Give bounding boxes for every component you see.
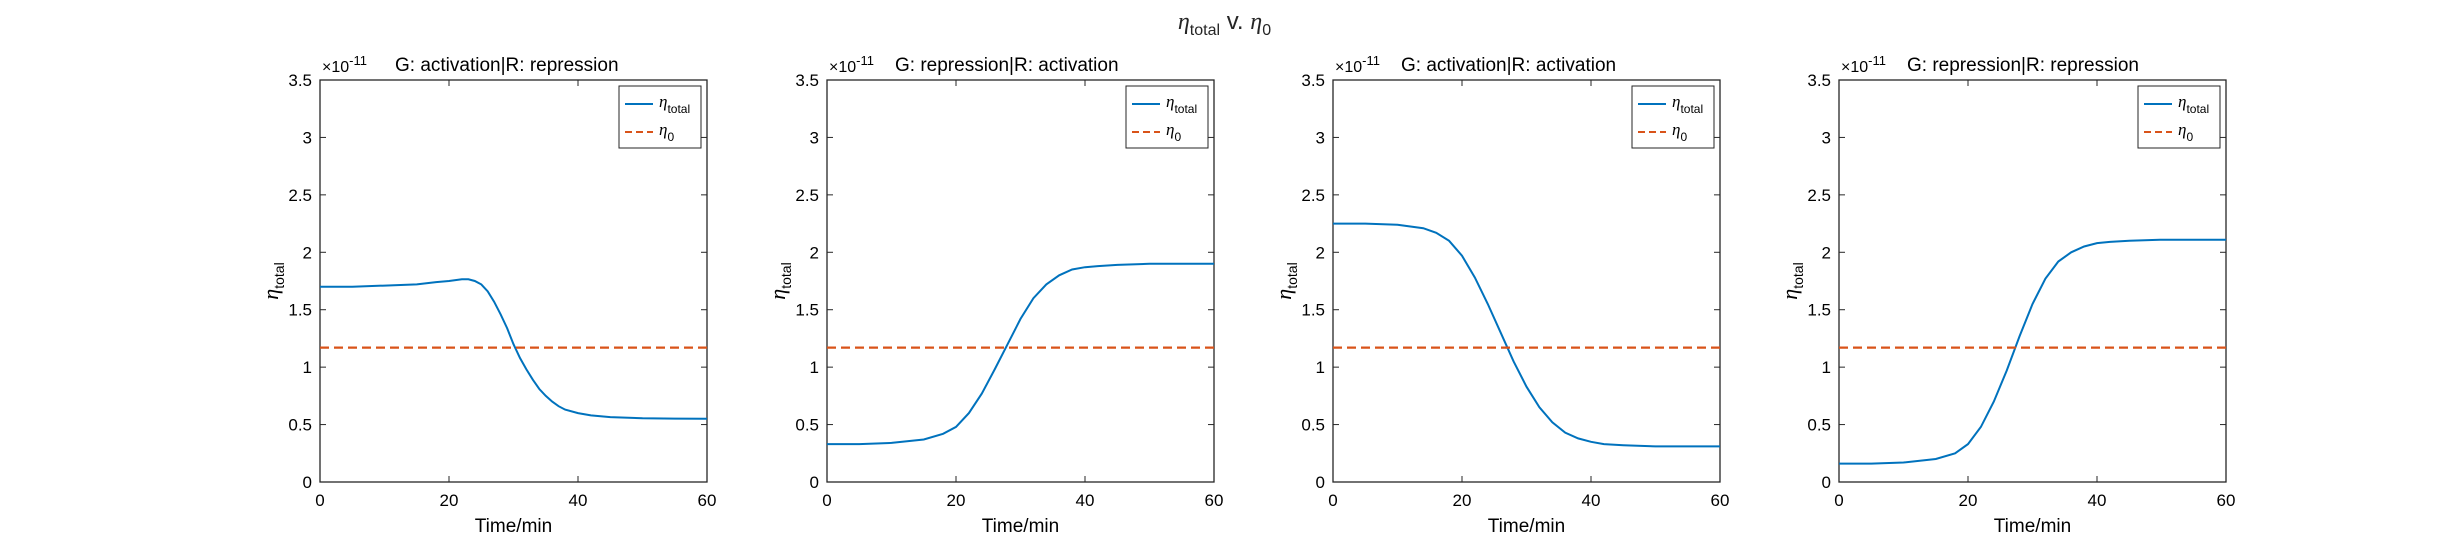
- series-line-eta-total: [320, 278, 708, 420]
- y-tick-label: 3: [1822, 128, 1831, 147]
- y-axis-label: ηtotal: [1777, 262, 1806, 299]
- x-tick-label: 0: [822, 491, 831, 510]
- legend-box: [2137, 85, 2221, 149]
- legend-label: η0: [1672, 120, 1687, 144]
- y-tick-label: 1: [1822, 358, 1831, 377]
- figure-title-symbol-2: η: [1250, 9, 1263, 35]
- legend: ηtotal η0: [1631, 85, 1715, 149]
- exponent-label: ×10-11: [1841, 53, 1886, 76]
- y-tick-label: 0.5: [288, 416, 312, 435]
- legend: ηtotal η0: [2137, 85, 2221, 149]
- legend: ηtotal η0: [1125, 85, 1209, 149]
- series-line-eta-total: [1333, 222, 1720, 448]
- y-tick-label: 1: [1316, 358, 1325, 377]
- x-tick-label: 20: [440, 491, 459, 510]
- y-tick-label: 3.5: [795, 71, 819, 90]
- legend-label: η0: [659, 120, 674, 144]
- y-tick-label: 1.5: [795, 301, 819, 320]
- x-axis-label: Time/min: [1488, 516, 1565, 533]
- exponent-label: ×10-11: [1335, 53, 1380, 76]
- y-tick-label: 0: [810, 473, 819, 492]
- figure-title-symbol: η: [1177, 9, 1190, 35]
- y-tick-label: 0.5: [1807, 416, 1831, 435]
- y-tick-label: 2.5: [288, 186, 312, 205]
- y-axis-label: ηtotal: [765, 262, 794, 299]
- series-line-eta-total: [1839, 238, 2226, 465]
- x-tick-label: 60: [698, 491, 717, 510]
- y-tick-label: 1.5: [288, 301, 312, 320]
- y-tick-label: 0.5: [1301, 416, 1325, 435]
- legend-label: ηtotal: [2178, 92, 2209, 116]
- subplot-3: 0 0.5 1 1.5 2 2.5 3 3.5 0 20 40 60 ×10-11 G: activati…: [1271, 53, 1729, 533]
- legend-box: [618, 85, 702, 149]
- legend-label: ηtotal: [1166, 92, 1197, 116]
- subplot-title: G: repression|R: repression: [1907, 55, 2139, 76]
- y-tick-label: 0: [1316, 473, 1325, 492]
- legend: ηtotal η0: [618, 85, 702, 149]
- y-tick-label: 2.5: [795, 186, 819, 205]
- figure-title-middle: v.: [1220, 8, 1251, 35]
- legend-label: ηtotal: [659, 92, 690, 116]
- x-tick-label: 0: [315, 491, 324, 510]
- y-tick-label: 3.5: [1301, 71, 1325, 90]
- subplot-1: 0 0.5 1 1.5 2 2.5 3 3.5 0 20 40 60 ×10-11 G: activati…: [258, 53, 716, 533]
- x-tick-label: 60: [1711, 491, 1730, 510]
- y-tick-label: 0: [1822, 473, 1831, 492]
- figure-title-subscript-2: 0: [1262, 21, 1272, 39]
- x-tick-label: 20: [1453, 491, 1472, 510]
- x-tick-label: 40: [1582, 491, 1601, 510]
- x-tick-label: 60: [1205, 491, 1224, 510]
- x-tick-label: 40: [1076, 491, 1095, 510]
- x-tick-label: 0: [1328, 491, 1337, 510]
- x-axis-label: Time/min: [1994, 516, 2071, 533]
- exponent-label: ×10-11: [829, 53, 874, 76]
- x-tick-label: 0: [1834, 491, 1843, 510]
- subplot-title: G: activation|R: repression: [395, 55, 619, 76]
- y-tick-label: 0.5: [795, 416, 819, 435]
- y-tick-label: 0: [303, 473, 312, 492]
- y-tick-label: 1.5: [1301, 301, 1325, 320]
- x-axis-label: Time/min: [982, 516, 1059, 533]
- y-tick-label: 3.5: [1807, 71, 1831, 90]
- figure-title: ηtotal v. η0: [0, 8, 2449, 40]
- y-tick-label: 2.5: [1301, 186, 1325, 205]
- x-tick-label: 20: [1959, 491, 1978, 510]
- legend-label: η0: [1166, 120, 1181, 144]
- x-tick-label: 40: [2088, 491, 2107, 510]
- legend-box: [1631, 85, 1715, 149]
- y-tick-label: 3: [810, 128, 819, 147]
- x-axis-label: Time/min: [475, 516, 552, 533]
- legend-label: ηtotal: [1672, 92, 1703, 116]
- y-tick-label: 2: [1822, 243, 1831, 262]
- exponent-label: ×10-11: [322, 53, 367, 76]
- y-tick-label: 2: [303, 243, 312, 262]
- y-tick-label: 2: [810, 243, 819, 262]
- x-tick-label: 20: [947, 491, 966, 510]
- y-tick-label: 2.5: [1807, 186, 1831, 205]
- legend-box: [1125, 85, 1209, 149]
- figure-title-subscript: total: [1189, 21, 1221, 39]
- y-tick-label: 3: [1316, 128, 1325, 147]
- y-axis-label: ηtotal: [258, 262, 287, 299]
- subplot-title: G: repression|R: activation: [895, 55, 1119, 76]
- x-tick-label: 40: [569, 491, 588, 510]
- y-tick-label: 1: [303, 358, 312, 377]
- y-tick-label: 1: [810, 358, 819, 377]
- subplot-2: 0 0.5 1 1.5 2 2.5 3 3.5 0 20 40 60 ×10-11 G: repressi…: [765, 53, 1223, 533]
- y-tick-label: 3.5: [288, 71, 312, 90]
- series-line-eta-total: [827, 262, 1214, 446]
- y-tick-label: 1.5: [1807, 301, 1831, 320]
- subplot-title: G: activation|R: activation: [1401, 55, 1616, 76]
- y-tick-label: 3: [303, 128, 312, 147]
- legend-label: η0: [2178, 120, 2193, 144]
- y-axis-label: ηtotal: [1271, 262, 1300, 299]
- subplot-4: 0 0.5 1 1.5 2 2.5 3 3.5 0 20 40 60 ×10-11 G: repressi…: [1777, 53, 2235, 533]
- y-tick-label: 2: [1316, 243, 1325, 262]
- x-tick-label: 60: [2217, 491, 2236, 510]
